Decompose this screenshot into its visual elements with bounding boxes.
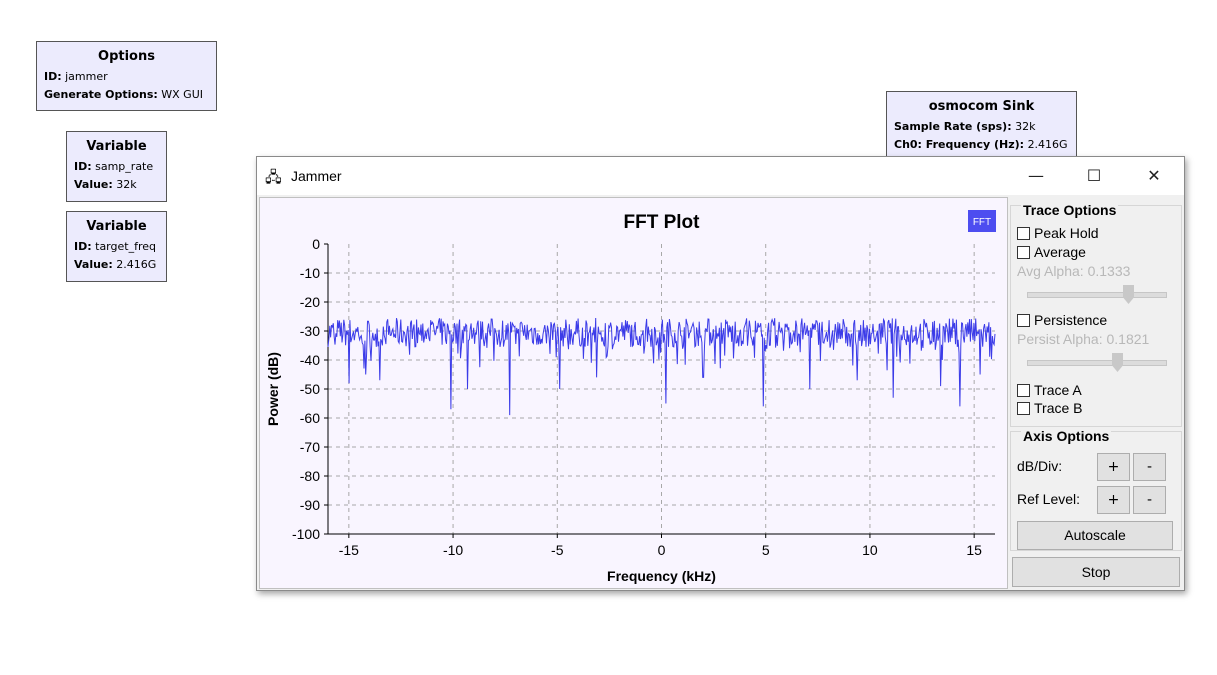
- ref-level-label: Ref Level:: [1017, 491, 1081, 507]
- persistence-checkbox[interactable]: Persistence: [1017, 312, 1107, 328]
- options-block[interactable]: Options ID: jammer Generate Options: WX …: [36, 41, 217, 111]
- db-div-plus-button[interactable]: +: [1097, 453, 1130, 481]
- y-tick-label: -80: [300, 468, 320, 484]
- block-param-label: ID:: [44, 70, 62, 83]
- osmocom-sink-block[interactable]: osmocom Sink Sample Rate (sps): 32k Ch0:…: [886, 91, 1077, 161]
- block-param-label: Ch0: Frequency (Hz):: [894, 138, 1025, 151]
- fft-badge-label: FFT: [973, 217, 991, 228]
- slider-thumb[interactable]: [1123, 285, 1134, 304]
- x-tick-label: 15: [966, 542, 982, 558]
- trace-options-title: Trace Options: [1021, 202, 1119, 218]
- minimize-button[interactable]: —: [1028, 166, 1044, 185]
- control-panel: Trace Options Peak Hold Average Avg Alph…: [1010, 197, 1182, 589]
- db-div-label: dB/Div:: [1017, 458, 1063, 474]
- x-tick-label: -15: [339, 542, 359, 558]
- maximize-button[interactable]: ☐: [1086, 166, 1102, 185]
- block-param-label: Generate Options:: [44, 88, 158, 101]
- avg-alpha-label: Avg Alpha: 0.1333: [1017, 263, 1131, 279]
- variable-block-target-freq[interactable]: Variable ID: target_freq Value: 2.416G: [66, 211, 167, 282]
- checkbox-label: Peak Hold: [1034, 225, 1099, 241]
- checkbox-box[interactable]: [1017, 313, 1030, 327]
- block-param-value: target_freq: [95, 240, 156, 253]
- block-param-value: 32k: [116, 178, 137, 191]
- y-tick-label: -100: [292, 526, 320, 542]
- jammer-window: 🖧 Jammer — ☐ ✕ FFT Plot FFT 0 -10 -20 -30 -40-…: [256, 156, 1185, 591]
- peak-hold-checkbox[interactable]: Peak Hold: [1017, 225, 1099, 241]
- y-tick-label: -20: [300, 294, 320, 310]
- y-tick-label: -30: [300, 323, 320, 339]
- checkbox-label: Trace A: [1034, 382, 1082, 398]
- axis-options-title: Axis Options: [1021, 428, 1112, 444]
- checkbox-box[interactable]: [1017, 401, 1030, 415]
- block-param-value: 32k: [1015, 120, 1036, 133]
- block-title: Variable: [86, 139, 147, 154]
- fft-badge: [968, 210, 996, 232]
- avg-alpha-slider[interactable]: [1027, 285, 1167, 304]
- slider-thumb[interactable]: [1112, 353, 1123, 372]
- persist-alpha-label: Persist Alpha: 0.1821: [1017, 331, 1150, 347]
- block-param-label: ID:: [74, 240, 92, 253]
- checkbox-label: Average: [1034, 244, 1086, 260]
- persist-alpha-slider[interactable]: [1027, 353, 1167, 372]
- checkbox-box[interactable]: [1017, 383, 1030, 397]
- block-param-value: WX GUI: [161, 88, 203, 101]
- block-param-value: 2.416G: [116, 258, 157, 271]
- db-div-minus-button[interactable]: -: [1133, 453, 1166, 481]
- x-tick-label: 0: [658, 542, 666, 558]
- trace-b-checkbox[interactable]: Trace B: [1017, 400, 1083, 416]
- block-title: osmocom Sink: [928, 99, 1035, 114]
- x-tick-label: -5: [551, 542, 564, 558]
- x-tick-label: 5: [762, 542, 770, 558]
- window-title: Jammer: [291, 168, 342, 184]
- checkbox-box[interactable]: [1017, 226, 1030, 240]
- block-title: Variable: [86, 219, 147, 234]
- y-axis-label: Power (dB): [265, 352, 281, 426]
- trace-a-checkbox[interactable]: Trace A: [1017, 382, 1082, 398]
- y-tick-label: -40: [300, 352, 320, 368]
- autoscale-button[interactable]: Autoscale: [1017, 521, 1173, 550]
- y-tick-label: -50: [300, 381, 320, 397]
- ref-level-minus-button[interactable]: -: [1133, 486, 1166, 514]
- y-tick-label: -60: [300, 410, 320, 426]
- axis-options-group: Axis Options dB/Div: + - Ref Level: + - …: [1010, 428, 1182, 551]
- trace-options-group: Trace Options Peak Hold Average Avg Alph…: [1010, 202, 1182, 427]
- y-tick-label: 0: [312, 236, 320, 252]
- x-tick-label: 10: [862, 542, 878, 558]
- block-param-value: jammer: [65, 70, 108, 83]
- x-tick-label: -10: [443, 542, 463, 558]
- x-axis-label: Frequency (kHz): [607, 568, 716, 584]
- checkbox-label: Persistence: [1034, 312, 1108, 328]
- fft-plot-panel[interactable]: FFT Plot FFT 0 -10 -20 -30 -40 -50 -60 -70 -80 -90-…: [259, 197, 1008, 589]
- block-param-label: Value:: [74, 178, 113, 191]
- block-param-value: samp_rate: [95, 160, 154, 173]
- y-tick-label: -10: [300, 265, 320, 281]
- block-param-value: 2.416G: [1027, 138, 1068, 151]
- block-param-label: ID:: [74, 160, 92, 173]
- block-title: Options: [98, 49, 155, 64]
- fft-chart[interactable]: FFT Plot FFT0-10-20-30-40-50-60-70-80-90-…: [260, 198, 1007, 588]
- y-tick-label: -90: [300, 497, 320, 513]
- y-tick-label: -70: [300, 439, 320, 455]
- variable-block-samp-rate[interactable]: Variable ID: samp_rate Value: 32k: [66, 131, 167, 202]
- title-bar[interactable]: 🖧 Jammer — ☐ ✕: [257, 157, 1184, 195]
- average-checkbox[interactable]: Average: [1017, 244, 1086, 260]
- checkbox-label: Trace B: [1034, 400, 1083, 416]
- block-param-label: Sample Rate (sps):: [894, 120, 1012, 133]
- block-param-label: Value:: [74, 258, 113, 271]
- stop-button[interactable]: Stop: [1012, 557, 1180, 587]
- ref-level-plus-button[interactable]: +: [1097, 486, 1130, 514]
- app-icon: 🖧: [265, 168, 282, 186]
- checkbox-box[interactable]: [1017, 245, 1030, 259]
- close-button[interactable]: ✕: [1147, 166, 1161, 185]
- chart-title: FFT Plot: [624, 212, 701, 233]
- fft-trace-line: [327, 317, 996, 416]
